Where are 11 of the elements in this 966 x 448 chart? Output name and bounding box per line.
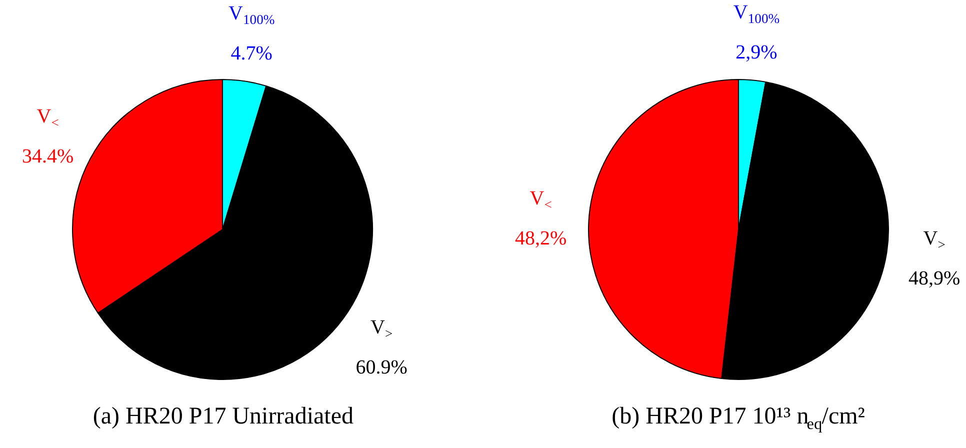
slice-label: V> bbox=[923, 228, 946, 252]
slice-label: V> bbox=[370, 316, 393, 341]
data-label: 48,2% bbox=[514, 227, 567, 250]
data-label: 2,9% bbox=[736, 41, 778, 64]
data-label: 60.9% bbox=[356, 356, 408, 378]
data-label: 4.7% bbox=[230, 42, 272, 65]
slice-label: V< bbox=[36, 105, 59, 130]
data-label: 34.4% bbox=[22, 145, 74, 168]
slice-label: V< bbox=[530, 187, 552, 212]
text: (a) HR20 P17 Unirradiated bbox=[92, 404, 354, 430]
data-label: 48,9% bbox=[908, 268, 960, 290]
